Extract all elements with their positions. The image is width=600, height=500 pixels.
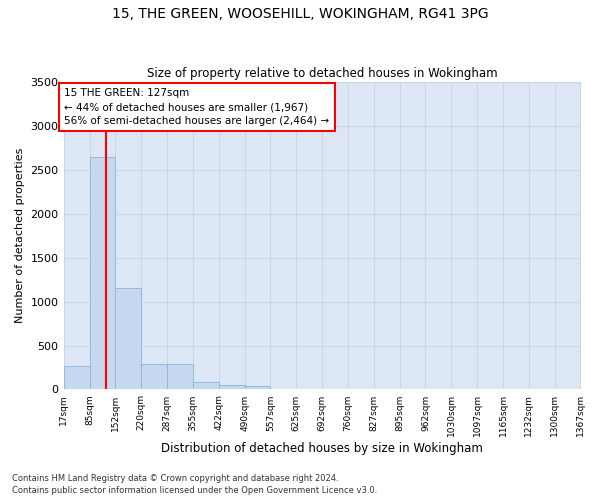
Bar <box>115 288 141 390</box>
Bar <box>193 382 218 390</box>
Text: 15, THE GREEN, WOOSEHILL, WOKINGHAM, RG41 3PG: 15, THE GREEN, WOOSEHILL, WOKINGHAM, RG4… <box>112 8 488 22</box>
Bar <box>141 364 167 390</box>
Y-axis label: Number of detached properties: Number of detached properties <box>15 148 25 324</box>
Text: 15 THE GREEN: 127sqm
← 44% of detached houses are smaller (1,967)
56% of semi-de: 15 THE GREEN: 127sqm ← 44% of detached h… <box>64 88 329 126</box>
Bar <box>167 364 193 390</box>
Title: Size of property relative to detached houses in Wokingham: Size of property relative to detached ho… <box>147 66 497 80</box>
Bar <box>218 385 245 390</box>
Bar <box>64 366 89 390</box>
Bar <box>89 156 115 390</box>
Text: Contains HM Land Registry data © Crown copyright and database right 2024.
Contai: Contains HM Land Registry data © Crown c… <box>12 474 377 495</box>
Bar <box>245 386 271 390</box>
X-axis label: Distribution of detached houses by size in Wokingham: Distribution of detached houses by size … <box>161 442 483 455</box>
